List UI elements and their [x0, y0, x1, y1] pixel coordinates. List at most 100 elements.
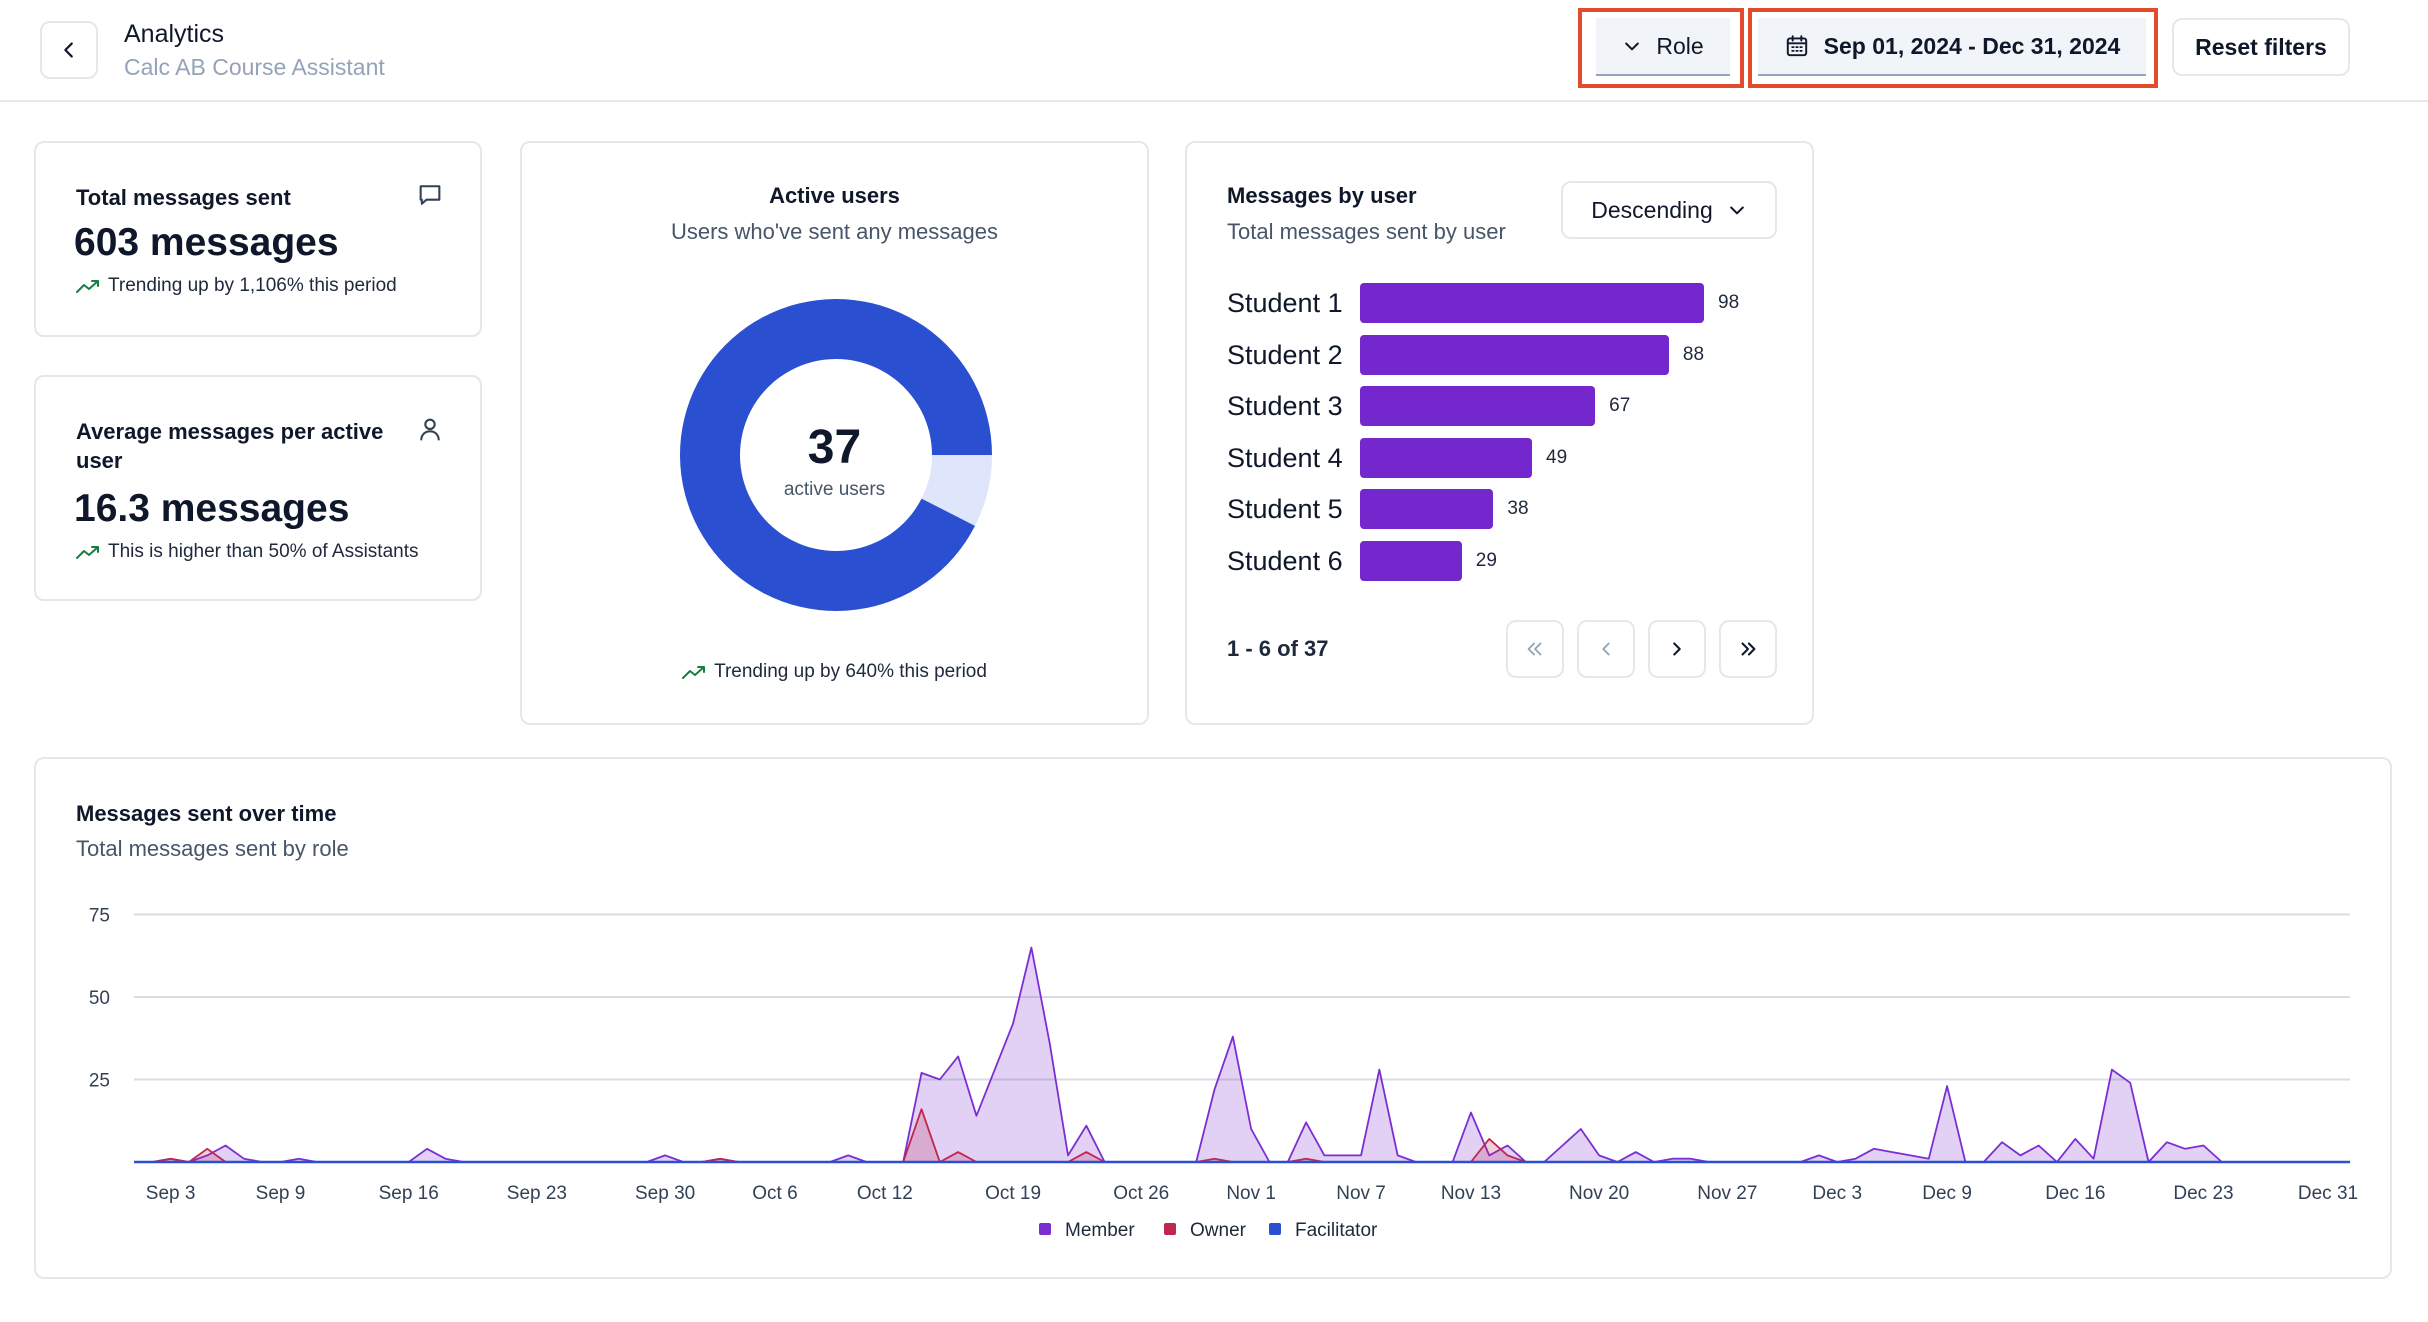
bar-label: Student 2	[1227, 339, 1343, 370]
chevrons-left-icon	[1527, 642, 1542, 656]
bar[interactable]	[1360, 541, 1462, 581]
total-messages-trend-text: Trending up by 1,106% this period	[108, 275, 397, 296]
legend-label-member[interactable]: Member	[1065, 1220, 1135, 1241]
chevrons-right-icon	[1741, 642, 1756, 656]
bar[interactable]	[1360, 283, 1704, 323]
total-messages-title: Total messages sent	[76, 185, 291, 210]
x-tick-label: Oct 26	[1113, 1183, 1169, 1204]
highlight-frame-date	[1748, 8, 2158, 88]
bar-value-label: 98	[1718, 292, 1740, 313]
x-tick-label: Dec 23	[2173, 1183, 2233, 1204]
x-tick-label: Sep 9	[256, 1183, 306, 1204]
bar-value-label: 49	[1546, 446, 1568, 468]
date-range-label: Sep 01, 2024 - Dec 31, 2024	[1823, 32, 2121, 59]
pagination-range: 1 - 6 of 37	[1227, 636, 1329, 661]
next-page-button[interactable]	[1648, 620, 1706, 678]
page-subtitle: Calc AB Course Assistant	[124, 54, 385, 80]
highlight-frame-role	[1578, 8, 1744, 88]
bar-row: Student 5 38	[1227, 489, 1787, 530]
bar-value-label: 29	[1475, 550, 1497, 571]
average-messages-title: Average messages per active user	[76, 419, 384, 473]
x-tick-label: Dec 3	[1812, 1183, 1862, 1204]
x-tick-label: Dec 16	[2045, 1183, 2105, 1204]
user-icon	[420, 418, 440, 441]
sort-order-dropdown[interactable]: Descending	[1561, 181, 1777, 239]
calendar-icon	[1786, 35, 1807, 57]
x-tick-label: Dec 9	[1922, 1183, 1972, 1204]
bar[interactable]	[1360, 489, 1494, 530]
y-tick-label: 75	[89, 906, 110, 927]
messages-over-time-title: Messages sent over time	[76, 801, 337, 826]
y-tick-label: 25	[89, 1071, 110, 1092]
bar-value-label: 38	[1507, 498, 1529, 520]
first-page-button[interactable]	[1506, 620, 1564, 678]
trending-up-icon	[76, 280, 99, 293]
bar-row: Student 2 88	[1227, 334, 1787, 375]
page-title: Analytics	[124, 20, 225, 48]
date-range-button[interactable]: Sep 01, 2024 - Dec 31, 2024	[1758, 18, 2146, 76]
legend-swatch-member	[1039, 1223, 1051, 1235]
total-messages-card: Total messages sent 603 messages Trendin…	[34, 141, 482, 337]
active-users-subtitle: Users who've sent any messages	[670, 219, 998, 244]
bar-row: Student 6 29	[1227, 541, 1787, 581]
bar-label: Student 1	[1227, 288, 1343, 318]
bar-value-label: 88	[1682, 343, 1705, 365]
x-tick-label: Nov 20	[1569, 1183, 1629, 1204]
bar-row: Student 4 49	[1227, 437, 1787, 478]
reset-filters-button[interactable]: Reset filters	[2172, 18, 2350, 76]
messages-over-time-subtitle: Total messages sent by role	[76, 836, 349, 861]
bar[interactable]	[1360, 437, 1532, 478]
last-page-button[interactable]	[1719, 620, 1777, 678]
legend-label-owner[interactable]: Owner	[1190, 1220, 1247, 1241]
legend-label-facilitator[interactable]: Facilitator	[1295, 1220, 1378, 1241]
messages-over-time-card: Messages sent over time Total messages s…	[34, 757, 2392, 1279]
donut-remainder-arc	[921, 455, 992, 526]
chevron-down-icon	[1729, 206, 1744, 215]
chevron-left-icon	[1602, 642, 1610, 656]
bar-label: Student 6	[1227, 546, 1343, 576]
bar-value-label: 67	[1609, 395, 1631, 417]
messages-by-user-title: Messages by user	[1227, 183, 1417, 208]
series-area-member	[134, 947, 2350, 1162]
bar-row: Student 3 67	[1227, 386, 1787, 427]
trending-up-icon	[76, 546, 99, 559]
active-users-donut	[680, 299, 992, 611]
messages-by-user-subtitle: Total messages sent by user	[1227, 219, 1506, 244]
x-tick-label: Nov 1	[1226, 1183, 1276, 1204]
role-filter-button[interactable]: Role	[1596, 18, 1730, 76]
total-messages-value: 603 messages	[74, 221, 339, 264]
chevron-left-icon	[64, 42, 73, 58]
y-tick-label: 50	[89, 988, 110, 1009]
average-messages-trend: This is higher than 50% of Assistants	[76, 541, 419, 563]
message-icon	[419, 185, 441, 205]
chevron-down-icon	[1625, 42, 1640, 51]
active-users-trend-text: Trending up by 640% this period	[714, 661, 987, 682]
x-tick-label: Sep 23	[507, 1183, 567, 1204]
x-tick-label: Oct 6	[752, 1183, 797, 1204]
average-messages-trend-text: This is higher than 50% of Assistants	[108, 541, 419, 562]
sort-order-label: Descending	[1591, 196, 1713, 223]
x-tick-label: Nov 13	[1441, 1183, 1501, 1204]
active-users-card: Active users Users who've sent any messa…	[520, 141, 1149, 725]
legend-swatch-facilitator	[1269, 1223, 1281, 1235]
legend-swatch-owner	[1164, 1223, 1176, 1235]
x-tick-label: Oct 19	[985, 1183, 1041, 1204]
x-tick-label: Oct 12	[857, 1183, 913, 1204]
active-users-value: 37	[807, 421, 862, 474]
bar-row: Student 1 98	[1227, 283, 1787, 323]
bar[interactable]	[1360, 386, 1596, 427]
x-tick-label: Nov 7	[1336, 1183, 1386, 1204]
back-button[interactable]	[40, 21, 98, 79]
bar[interactable]	[1360, 334, 1669, 375]
x-tick-label: Sep 3	[146, 1183, 196, 1204]
active-users-value-label: active users	[783, 479, 886, 500]
x-tick-label: Sep 16	[379, 1183, 439, 1204]
x-tick-label: Nov 27	[1697, 1183, 1757, 1204]
x-tick-label: Dec 31	[2298, 1183, 2358, 1204]
header: Analytics Calc AB Course Assistant Role …	[0, 0, 2428, 102]
role-filter-label: Role	[1656, 32, 1704, 59]
bar-label: Student 5	[1227, 494, 1343, 525]
active-users-trend: Trending up by 640% this period	[522, 661, 1147, 683]
previous-page-button[interactable]	[1577, 620, 1635, 678]
average-messages-value: 16.3 messages	[74, 487, 350, 530]
